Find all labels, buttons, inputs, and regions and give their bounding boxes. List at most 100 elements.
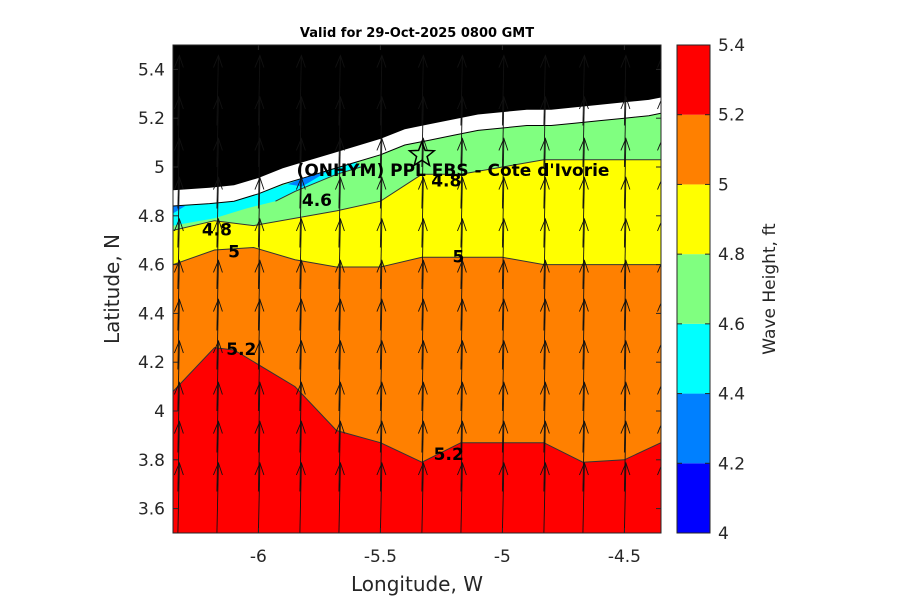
wave-arrow [657,57,661,126]
contour-label: 5.2 [434,445,464,465]
wave-arrow [295,217,306,290]
colorbar-segment [677,45,710,115]
wave-arrow [376,95,387,168]
wave-arrow [498,381,509,453]
wave-arrow [417,176,428,248]
wave-arrow [498,461,509,533]
wave-arrow [173,217,184,290]
wave-arrow [173,339,184,412]
y-tick-label: 3.6 [138,500,165,520]
wave-arrow [335,420,345,492]
wave-arrow [657,221,661,289]
wave-arrow [457,381,467,453]
wave-arrow [657,179,661,248]
wave-arrow [539,298,550,370]
y-tick-label: 4 [154,402,165,422]
wave-arrow [457,176,467,248]
wave-arrow [579,54,589,126]
wave-arrow [335,54,345,126]
contour-5.2 [173,347,661,463]
wave-arrow [254,54,265,126]
wave-arrow [498,176,509,248]
wave-arrow [335,137,345,209]
wave-arrow [620,137,631,209]
wave-arrow [213,420,223,492]
wave-arrow [457,95,467,168]
wave-arrow [254,137,265,209]
wave-arrow [254,420,265,492]
wave-arrow [620,95,631,168]
colorbar-tick-label: 4.2 [718,454,745,474]
y-tick-label: 4.2 [138,353,165,373]
x-tick-label: -4.5 [608,547,641,567]
wave-arrow [417,217,428,290]
colorbar-segment [677,393,710,464]
wave-arrow [457,54,467,126]
wave-arrow [498,95,509,168]
y-tick-label: 5.2 [138,109,165,129]
wave-arrow [213,339,223,412]
wave-arrow [376,339,387,412]
wave-arrow [173,298,184,370]
wave-arrow [417,461,428,533]
wave-arrow [579,176,589,248]
wave-arrow [213,381,223,453]
colorbar-label: Wave Height, ft [760,223,780,355]
wave-arrow [254,298,265,370]
land-mask [173,45,661,207]
x-tick-label: -5.5 [364,547,397,567]
wave-arrow [254,339,265,412]
colorbar-segment [677,323,710,394]
wave-arrow [335,298,345,370]
y-tick-label: 4.6 [138,256,165,276]
colorbar-tick-label: 4.4 [718,385,745,405]
band-4.2-4.4-west [173,206,186,214]
contour-label: 4.8 [431,172,461,192]
wave-arrow [335,217,345,290]
y-tick-label: 4.8 [138,207,165,227]
wave-arrow [657,343,661,411]
wave-arrow [498,420,509,492]
wave-arrow [335,95,345,168]
wave-arrow [295,381,306,453]
wave-arrow [579,259,589,331]
wave-arrow [620,217,631,290]
wave-arrow [457,298,467,370]
x-tick-label: -5 [494,547,511,567]
colorbar-segment [677,184,710,255]
wave-arrow [173,137,184,209]
wave-arrow [539,259,550,331]
wave-arrow [657,423,661,492]
wave-arrow [498,137,509,209]
wave-arrow [457,461,467,533]
colorbar-tick-label: 5.4 [718,36,745,56]
wave-arrow [417,95,428,168]
wave-arrow [539,381,550,453]
wave-arrow [539,420,550,492]
wave-arrow [457,259,467,331]
wave-arrow [376,420,387,492]
axes-box [172,44,662,534]
wave-arrow [657,384,661,453]
wave-arrow [457,339,467,412]
station-label: (ONHYM) PPL EBS - Cote d'Ivorie [297,161,610,181]
contour-4.6 [275,166,362,202]
wave-arrow [579,339,589,412]
wave-arrow [579,381,589,453]
wave-arrow [498,217,509,290]
wave-arrow [376,461,387,533]
wave-arrow [417,298,428,370]
wave-arrow [457,137,467,209]
wave-arrow [173,381,184,453]
wave-arrow [254,381,265,453]
wave-arrow [335,461,345,533]
wave-arrow [213,217,223,290]
wave-arrow [254,217,265,290]
contour-5 [173,246,661,268]
wave-arrow [376,54,387,126]
wave-arrow [417,259,428,331]
wave-arrow [579,217,589,290]
wave-arrow [376,259,387,331]
wave-arrow [539,95,550,168]
wave-arrow [213,95,223,168]
